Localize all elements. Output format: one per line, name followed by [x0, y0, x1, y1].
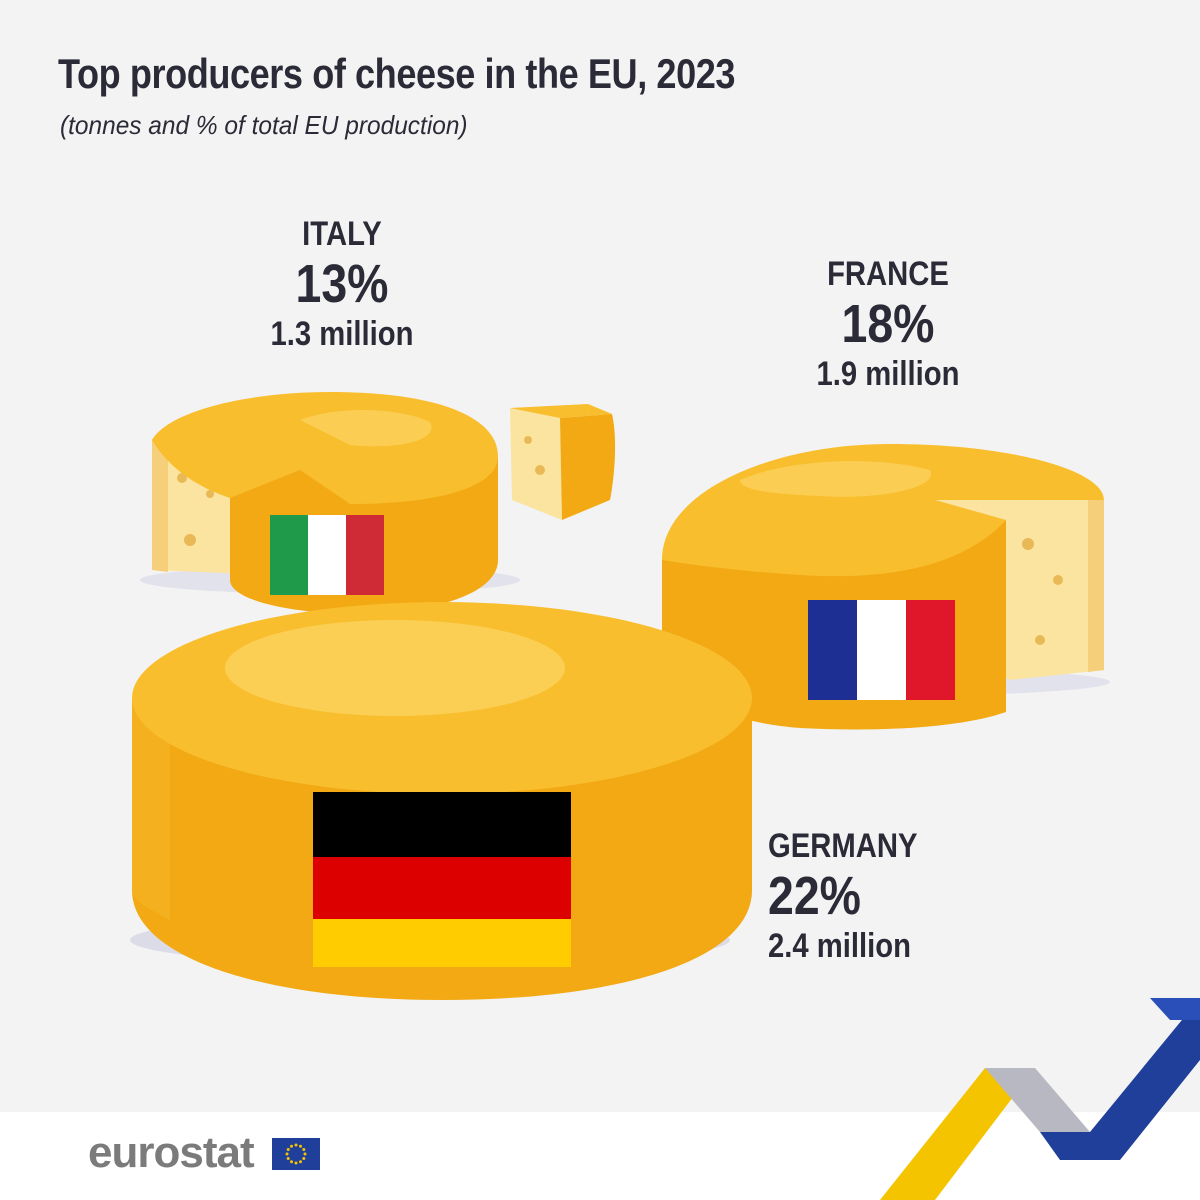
percent-value: 13%: [295, 254, 389, 314]
country-name: GERMANY: [768, 827, 918, 865]
percent-value: 18%: [841, 294, 935, 354]
label-france: FRANCE 18% 1.9 million: [776, 254, 1000, 394]
cheese-wedge-icon: [510, 404, 616, 520]
percent-value: 22%: [768, 866, 861, 926]
chart-subtitle: (tonnes and % of total EU production): [60, 110, 468, 140]
eu-flag-icon: [272, 1138, 320, 1170]
tonnes-value: 1.9 million: [816, 355, 960, 393]
eurostat-logo: eurostat: [88, 1128, 255, 1177]
country-name: ITALY: [302, 215, 382, 253]
chart-title: Top producers of cheese in the EU, 2023: [58, 50, 736, 97]
country-name: FRANCE: [827, 255, 949, 293]
tonnes-value: 2.4 million: [768, 927, 911, 965]
cheese-wheel-italy-icon: [140, 392, 520, 614]
footer-bar: [0, 1112, 1200, 1200]
label-italy: ITALY 13% 1.3 million: [230, 214, 454, 354]
label-germany: GERMANY 22% 2.4 million: [768, 826, 992, 966]
cheese-wheel-france-icon: [650, 444, 1110, 730]
tonnes-value: 1.3 million: [270, 315, 414, 353]
cheese-wheel-germany-icon: [130, 602, 752, 1000]
